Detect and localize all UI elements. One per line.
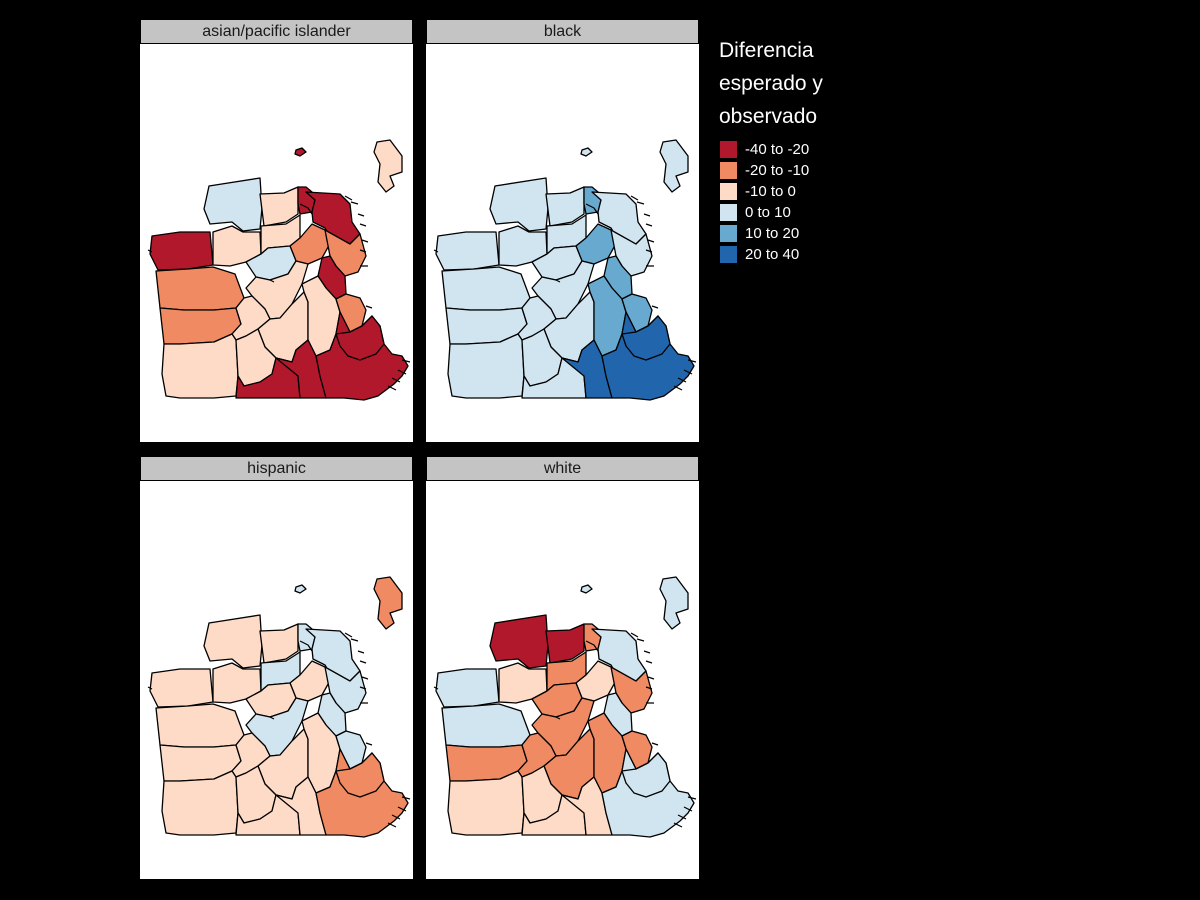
coastline-detail xyxy=(299,640,313,652)
legend-item: 0 to 10 xyxy=(719,202,879,223)
coastline-detail xyxy=(630,632,659,746)
legend-label: 0 to 10 xyxy=(745,204,791,221)
region-presidio xyxy=(203,177,263,232)
coastline-detail xyxy=(344,195,373,309)
legend-title: Diferencia esperado y observado xyxy=(719,39,823,128)
region-outer-sunset xyxy=(155,703,245,748)
coastline-detail xyxy=(387,796,411,828)
coastline-detail xyxy=(299,203,313,215)
region-lakeshore xyxy=(447,770,525,836)
region-presidio xyxy=(489,177,549,232)
legend-key xyxy=(719,224,738,243)
legend: Diferencia esperado y observado -40 to -… xyxy=(719,34,879,265)
legend-key xyxy=(719,182,738,201)
legend-key xyxy=(719,203,738,222)
legend-label: -10 to 0 xyxy=(745,183,796,200)
region-outer-sunset xyxy=(441,266,531,311)
facet-strip-title: hispanic xyxy=(140,456,413,481)
region-island xyxy=(659,576,689,630)
legend-item: 10 to 20 xyxy=(719,223,879,244)
legend-label: -20 to -10 xyxy=(745,162,810,179)
coastline-detail xyxy=(387,359,411,391)
legend-key xyxy=(719,245,738,264)
region-visitacion xyxy=(621,315,671,361)
legend-label: 20 to 40 xyxy=(745,246,800,263)
region-visitacion xyxy=(335,752,385,798)
coastline-detail xyxy=(630,195,659,309)
legend-item: 20 to 40 xyxy=(719,244,879,265)
facet-panel-white: white xyxy=(426,456,699,879)
region-richmond xyxy=(149,668,214,708)
legend-label: 10 to 20 xyxy=(745,225,800,242)
facet-strip-title: white xyxy=(426,456,699,481)
region-outer-sunset xyxy=(155,266,245,311)
region-richmond xyxy=(149,231,214,271)
region-richmond xyxy=(435,231,500,271)
region-alcatraz xyxy=(580,147,593,157)
map-hispanic xyxy=(140,481,413,879)
region-lakeshore xyxy=(161,333,239,399)
region-visitacion xyxy=(335,315,385,361)
region-alcatraz xyxy=(580,584,593,594)
coastline-detail xyxy=(585,203,599,215)
coastline-detail xyxy=(673,796,697,828)
region-lakeshore xyxy=(161,770,239,836)
legend-item: -40 to -20 xyxy=(719,139,879,160)
coastline-detail xyxy=(433,249,561,283)
facet-panel-asian: asian/pacific islander xyxy=(140,19,413,442)
region-richmond xyxy=(435,668,500,708)
facet-panel-hispanic: hispanic xyxy=(140,456,413,879)
legend-item: -20 to -10 xyxy=(719,160,879,181)
coastline-detail xyxy=(344,632,373,746)
coastline-detail xyxy=(147,686,275,720)
region-presidio xyxy=(203,614,263,669)
region-island xyxy=(373,576,403,630)
facet-strip-title: asian/pacific islander xyxy=(140,19,413,44)
facet-strip-title: black xyxy=(426,19,699,44)
region-outer-sunset xyxy=(441,703,531,748)
map-black xyxy=(426,44,699,442)
facet-panel-black: black xyxy=(426,19,699,442)
region-island xyxy=(659,139,689,193)
legend-label: -40 to -20 xyxy=(745,141,810,158)
region-visitacion xyxy=(621,752,671,798)
region-lakeshore xyxy=(447,333,525,399)
coastline-detail xyxy=(147,249,275,283)
legend-key xyxy=(719,161,738,180)
map-asian xyxy=(140,44,413,442)
coastline-detail xyxy=(673,359,697,391)
region-alcatraz xyxy=(294,584,307,594)
legend-key xyxy=(719,140,738,159)
region-island xyxy=(373,139,403,193)
map-white xyxy=(426,481,699,879)
legend-item: -10 to 0 xyxy=(719,181,879,202)
region-alcatraz xyxy=(294,147,307,157)
region-presidio xyxy=(489,614,549,669)
coastline-detail xyxy=(585,640,599,652)
coastline-detail xyxy=(433,686,561,720)
